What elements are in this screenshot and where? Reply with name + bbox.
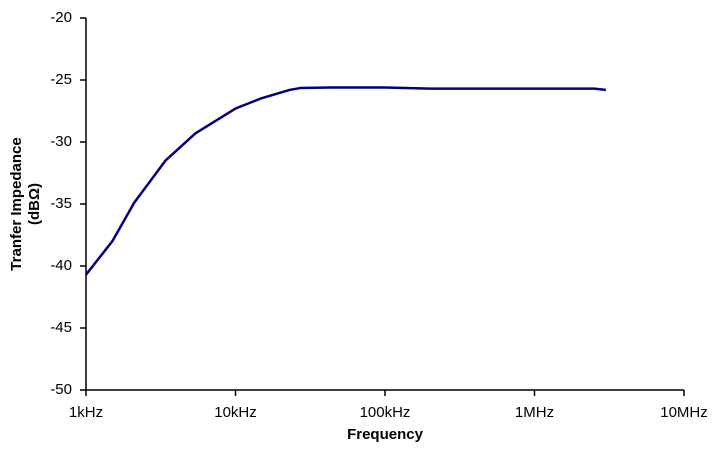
y-tick-label: -35 (50, 195, 72, 212)
line-series (85, 86, 606, 276)
y-tick-label: -45 (50, 319, 72, 336)
x-tick-label: 1MHz (515, 404, 554, 421)
x-tick-label: 10kHz (214, 404, 257, 421)
y-tick-label: -30 (50, 133, 72, 150)
y-tick-label: -50 (50, 381, 72, 398)
x-axis-title: Frequency (347, 426, 424, 443)
x-tick-label: 10MHz (660, 404, 708, 421)
x-tick-label: 1kHz (69, 404, 103, 421)
y-tick-label: -25 (50, 71, 72, 88)
y-axis-title: (dBΩ) (26, 183, 43, 225)
y-axis-title: Tranfer Impedance (8, 137, 25, 270)
y-tick-label: -40 (50, 257, 72, 274)
y-tick-label: -20 (50, 9, 72, 26)
x-tick-label: 100kHz (360, 404, 411, 421)
